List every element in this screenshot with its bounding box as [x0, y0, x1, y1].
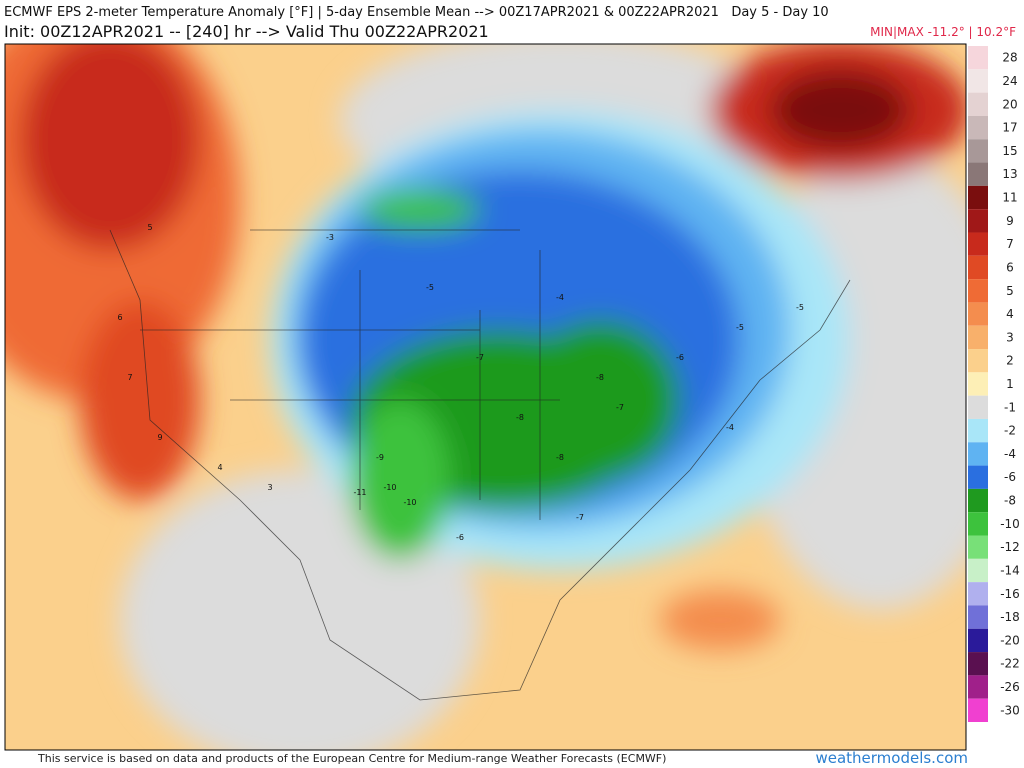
colorbar-label: 28: [1002, 51, 1017, 65]
colorbar-swatch: [968, 628, 988, 653]
colorbar-label: 5: [1006, 284, 1014, 298]
map-value: -8: [596, 373, 604, 382]
map-value: -6: [456, 533, 464, 542]
map-value: -10: [403, 498, 416, 507]
colorbar-label: 13: [1002, 167, 1017, 181]
colorbar-label: -20: [1000, 633, 1020, 647]
colorbar-label: 20: [1002, 97, 1017, 111]
map-value: -7: [616, 403, 624, 412]
colorbar-label: 7: [1006, 237, 1014, 251]
map-value: 5: [147, 223, 152, 232]
colorbar-swatch: [968, 652, 988, 676]
colorbar-label: -2: [1004, 424, 1016, 438]
map-value: -8: [516, 413, 524, 422]
map-value: -6: [676, 353, 684, 362]
colorbar-label: 9: [1006, 214, 1014, 228]
colorbar-label: -8: [1004, 494, 1016, 508]
map-value: -10: [383, 483, 396, 492]
colorbar-swatch: [968, 139, 988, 163]
colorbar-swatch: [968, 232, 988, 256]
colorbar-swatch: [968, 209, 988, 233]
colorbar-swatch: [968, 582, 988, 606]
colorbar-swatch: [968, 279, 988, 303]
map-value: -5: [426, 283, 434, 292]
colorbar-label: -30: [1000, 703, 1020, 717]
site-link[interactable]: weathermodels.com: [815, 749, 968, 767]
colorbar-swatch: [968, 349, 988, 373]
map-value: -5: [796, 303, 804, 312]
map-value: -9: [376, 453, 384, 462]
colorbar-label: -4: [1004, 447, 1016, 461]
colorbar-swatch: [968, 698, 988, 722]
map-value: 3: [267, 483, 272, 492]
colorbar-label: -12: [1000, 540, 1020, 554]
colorbar-swatch: [968, 185, 988, 210]
colorbar-label: 4: [1006, 307, 1014, 321]
colorbar-label: -18: [1000, 610, 1020, 624]
colorbar-swatch: [968, 372, 988, 396]
colorbar-swatch: [968, 442, 988, 466]
footer: This service is based on data and produc…: [38, 752, 667, 765]
subtitle: Init: 00Z12APR2021 -- [240] hr --> Valid…: [4, 22, 489, 41]
colorbar-label: 1: [1006, 377, 1014, 391]
colorbar-label: 6: [1006, 260, 1014, 274]
colorbar-label: -14: [1000, 563, 1020, 577]
colorbar-swatch: [968, 605, 988, 629]
colorbar-label: 15: [1002, 144, 1017, 158]
colorbar-label: -26: [1000, 680, 1020, 694]
map-value: -5: [736, 323, 744, 332]
map-value: -4: [556, 293, 564, 302]
map-value: 4: [217, 463, 222, 472]
colorbar-label: -16: [1000, 587, 1020, 601]
colorbar-swatch: [968, 325, 988, 350]
map-value: -7: [576, 513, 584, 522]
colorbar-swatch: [968, 162, 988, 186]
map-value: 6: [117, 313, 122, 322]
colorbar-label: -1: [1004, 400, 1016, 414]
colorbar-swatch: [968, 512, 988, 536]
colorbar-swatch: [968, 92, 988, 116]
colorbar-swatch: [968, 558, 988, 583]
colorbar-swatch: [968, 255, 988, 280]
map-value: -7: [476, 353, 484, 362]
min-max: MIN|MAX -11.2° | 10.2°F: [870, 25, 1016, 39]
colorbar-swatch: [968, 115, 988, 140]
colorbar-swatch: [968, 418, 988, 443]
colorbar-label: 11: [1002, 191, 1017, 205]
colorbar-label: 2: [1006, 354, 1014, 368]
colorbar-label: -6: [1004, 470, 1016, 484]
colorbar-swatch: [968, 488, 988, 513]
map-value: -8: [556, 453, 564, 462]
map-value: -4: [726, 423, 734, 432]
colorbar-swatch: [968, 46, 988, 70]
colorbar-swatch: [968, 69, 988, 93]
map-value: 7: [127, 373, 132, 382]
colorbar-swatch: [968, 465, 988, 489]
colorbar-label: 3: [1006, 330, 1014, 344]
colorbar-label: -10: [1000, 517, 1020, 531]
map-value: -3: [326, 233, 334, 242]
map-value: -11: [353, 488, 366, 497]
colorbar-swatch: [968, 302, 988, 326]
colorbar-label: 24: [1002, 74, 1017, 88]
colorbar-label: 17: [1002, 121, 1017, 135]
map-value: 9: [157, 433, 162, 442]
colorbar-swatch: [968, 395, 988, 419]
colorbar-swatch: [968, 675, 988, 699]
colorbar-swatch: [968, 535, 988, 559]
title: ECMWF EPS 2-meter Temperature Anomaly [°…: [4, 5, 829, 20]
colorbar-label: -22: [1000, 657, 1020, 671]
